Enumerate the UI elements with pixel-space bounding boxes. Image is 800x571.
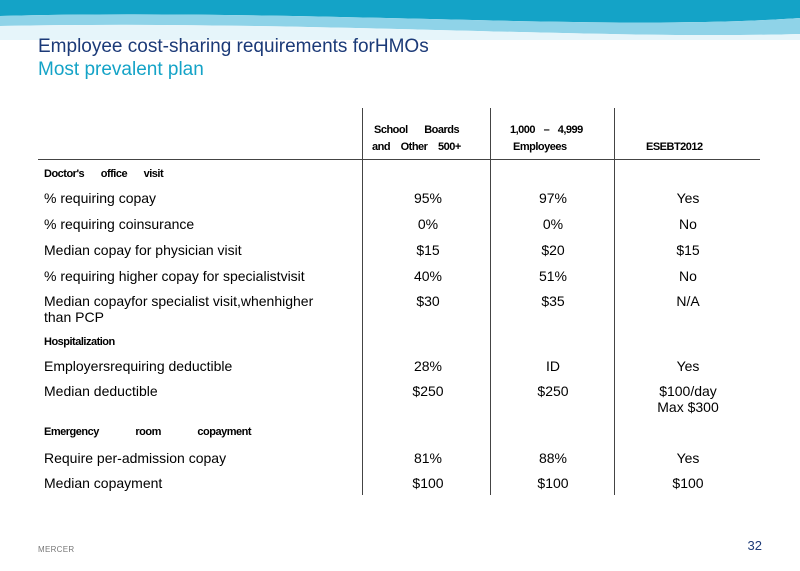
cell-1000-4999: $250 [537,383,569,399]
col2-header-line2: Employees [513,141,567,153]
cell-esebt2012-continued: Max $300 [657,399,719,415]
cell-1000-4999: $35 [541,293,565,309]
cell-esebt2012: No [679,216,697,232]
header-divider [38,159,760,160]
row-label: % requiring higher copay for specialistv… [44,268,305,284]
row-label: Median copayment [44,475,163,491]
slide-title: Employee cost-sharing requirements forHM… [38,36,429,57]
row-label: Require per-admission copay [44,450,227,466]
cell-1000-4999: 88% [538,450,568,466]
cell-1000-4999: 0% [542,216,564,232]
section-emergency-room-copayment: Emergency room copayment [44,426,252,438]
cell-school-boards: 95% [413,190,443,206]
cell-school-boards: $30 [416,293,440,309]
cell-1000-4999: 51% [538,268,568,284]
cell-esebt2012: $100 [672,475,704,491]
cell-esebt2012: $15 [676,242,700,258]
cell-1000-4999: $100 [537,475,569,491]
footer-brand: MERCER [38,545,75,554]
cell-school-boards: 81% [413,450,443,466]
col1-header-line2: and Other 500+ [372,141,461,153]
section-hospitalization: Hospitalization [44,336,115,348]
cell-esebt2012: Yes [676,190,700,206]
cell-esebt2012: Yes [676,358,700,374]
row-label: Median copayfor specialist visit,whenhig… [44,293,314,309]
col3-header: ESEBT2012 [646,141,703,153]
row-label: Median copay for physician visit [44,242,242,258]
slide-subtitle: Most prevalent plan [38,59,204,80]
cost-sharing-table: School Boards and Other 500+ 1,000 – 4,9… [38,108,760,495]
page-number: 32 [747,538,762,553]
cell-esebt2012: No [679,268,697,284]
cell-school-boards: 28% [413,358,443,374]
cell-esebt2012: $100/day [659,383,717,399]
cell-school-boards: $250 [412,383,444,399]
cell-1000-4999: 97% [538,190,568,206]
top-banner [0,0,800,40]
column-divider [490,108,491,495]
cell-school-boards: $100 [412,475,444,491]
cell-school-boards: 0% [417,216,439,232]
cell-esebt2012: N/A [676,293,700,309]
row-label-continued: than PCP [44,309,104,325]
col2-header-line1: 1,000 – 4,999 [510,124,583,136]
cell-1000-4999: ID [546,358,560,374]
row-label: Employersrequiring deductible [44,358,233,374]
row-label: % requiring copay [44,190,157,206]
cell-1000-4999: $20 [541,242,565,258]
column-divider [362,108,363,495]
cell-school-boards: 40% [413,268,443,284]
cell-esebt2012: Yes [676,450,700,466]
section-doctors-office-visit: Doctor's office visit [44,168,164,180]
row-label: % requiring coinsurance [44,216,195,232]
column-divider [614,108,615,495]
col1-header-line1: School Boards [374,124,460,136]
cell-school-boards: $15 [416,242,440,258]
row-label: Median deductible [44,383,158,399]
